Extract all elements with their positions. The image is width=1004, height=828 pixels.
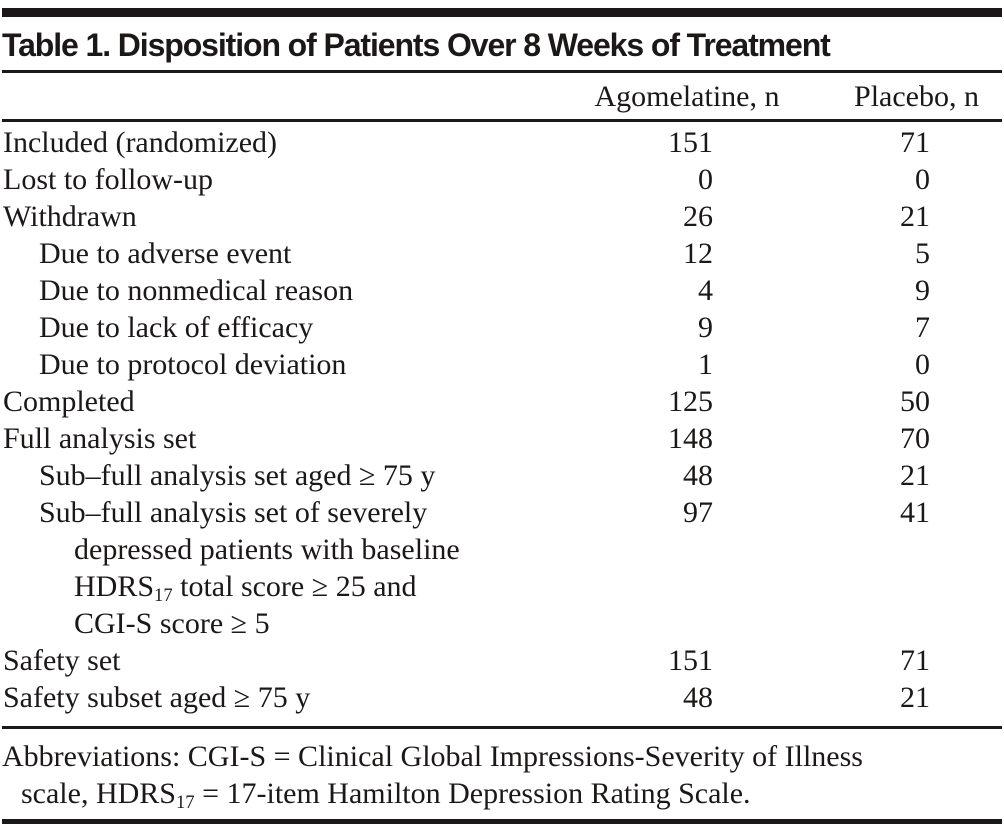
table-row: Due to adverse event 12 5 (2, 235, 1002, 272)
table-row: Lost to follow-up 0 0 (2, 161, 1002, 198)
row-label: Due to protocol deviation (39, 348, 347, 381)
placebo-value: 5 (915, 237, 930, 270)
agomelatine-value: 9 (698, 311, 713, 344)
row-label: Full analysis set (3, 422, 197, 455)
agomelatine-value: 12 (683, 237, 713, 270)
table-row: Safety subset aged ≥ 75 y 48 21 (2, 679, 1002, 716)
table-title: Table 1. Disposition of Patients Over 8 … (2, 27, 831, 63)
column-header-agomelatine: Agomelatine, n (594, 80, 780, 113)
placebo-value: 0 (915, 163, 930, 196)
row-label: Safety set (3, 644, 121, 677)
placebo-value: 21 (900, 681, 930, 714)
table-row: Sub–full analysis set of severely depress… (2, 494, 1002, 642)
row-label: Due to adverse event (39, 237, 292, 270)
table-row: Full analysis set 148 70 (2, 420, 1002, 457)
placebo-value: 71 (900, 644, 930, 677)
table-figure: Table 1. Disposition of Patients Over 8 … (0, 8, 1004, 828)
footnote-line-1: Abbreviations: CGI-S = Clinical Global I… (2, 740, 863, 773)
placebo-value: 21 (900, 459, 930, 492)
placebo-value: 21 (900, 200, 930, 233)
placebo-value: 9 (915, 274, 930, 307)
table-row: Due to protocol deviation 1 0 (2, 346, 1002, 383)
agomelatine-value: 97 (683, 496, 713, 529)
row-label: Included (randomized) (3, 126, 278, 159)
row-label: Lost to follow-up (3, 163, 213, 196)
table-footnote: Abbreviations: CGI-S = Clinical Global I… (2, 729, 1002, 812)
agomelatine-value: 151 (668, 126, 713, 159)
table-row: Due to nonmedical reason 4 9 (2, 272, 1002, 309)
agomelatine-value: 26 (683, 200, 713, 233)
placebo-value: 0 (915, 348, 930, 381)
table-row: Completed 125 50 (2, 383, 1002, 420)
table-header: Agomelatine, n Placebo, n (2, 73, 1002, 122)
table-body: Included (randomized) 151 71 Lost to follow… (2, 122, 1002, 726)
row-label: Safety subset aged ≥ 75 y (3, 681, 311, 714)
placebo-value: 41 (900, 496, 930, 529)
agomelatine-value: 48 (683, 459, 713, 492)
table-row: Safety set 151 71 (2, 642, 1002, 679)
title-divider-rule (2, 70, 1002, 73)
table-top-rule (2, 8, 1002, 17)
agomelatine-value: 125 (668, 385, 713, 418)
footnote-line-2: scale, HDRS17 = 17-item Hamilton Depress… (21, 777, 751, 814)
row-label: Completed (3, 385, 135, 418)
row-label: Due to lack of efficacy (39, 311, 314, 344)
agomelatine-value: 0 (698, 163, 713, 196)
column-header-placebo: Placebo, n (854, 80, 979, 113)
table-row: Withdrawn 26 21 (2, 198, 1002, 235)
row-label: Sub–full analysis set of severely depress… (39, 496, 460, 640)
footnote-divider-rule (2, 726, 1002, 729)
agomelatine-value: 1 (698, 348, 713, 381)
agomelatine-value: 4 (698, 274, 713, 307)
agomelatine-value: 148 (668, 422, 713, 455)
placebo-value: 50 (900, 385, 930, 418)
placebo-value: 71 (900, 126, 930, 159)
agomelatine-value: 151 (668, 644, 713, 677)
row-label: Sub–full analysis set aged ≥ 75 y (39, 459, 436, 492)
agomelatine-value: 48 (683, 681, 713, 714)
placebo-value: 7 (915, 311, 930, 344)
table-row: Sub–full analysis set aged ≥ 75 y 48 21 (2, 457, 1002, 494)
table-row: Due to lack of efficacy 9 7 (2, 309, 1002, 346)
placebo-value: 70 (900, 422, 930, 455)
table-row: Included (randomized) 151 71 (2, 124, 1002, 161)
row-label: Withdrawn (3, 200, 137, 233)
row-label: Due to nonmedical reason (39, 274, 354, 307)
